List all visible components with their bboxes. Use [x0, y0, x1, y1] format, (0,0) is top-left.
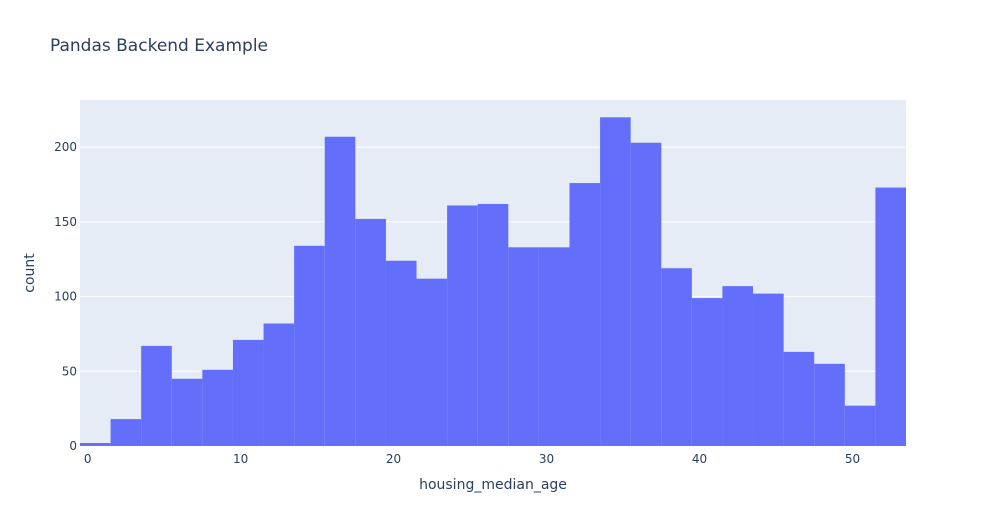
histogram-bar [508, 247, 539, 446]
y-tick-label: 200 [54, 140, 77, 154]
histogram-bar [631, 143, 662, 446]
histogram-bar [692, 298, 723, 446]
histogram-bar [325, 137, 356, 446]
histogram-bar [539, 247, 570, 446]
x-tick-label: 0 [84, 452, 92, 466]
histogram-bar [264, 323, 295, 446]
histogram-bar [202, 370, 233, 446]
histogram-bar [447, 205, 478, 446]
y-tick-label: 50 [62, 364, 77, 378]
x-tick-label: 50 [845, 452, 860, 466]
histogram-bar [111, 419, 142, 446]
x-tick-label: 40 [692, 452, 707, 466]
histogram-bar [569, 183, 600, 446]
histogram-bar [478, 204, 509, 446]
x-axis-title: housing_median_age [419, 477, 567, 493]
y-tick-label: 0 [69, 439, 77, 453]
y-tick-label: 100 [54, 290, 77, 304]
histogram-bar [845, 406, 876, 446]
histogram-bar [355, 219, 386, 446]
x-tick-label: 30 [539, 452, 554, 466]
histogram-bar [753, 294, 784, 446]
x-tick-label: 20 [386, 452, 401, 466]
histogram-bar [80, 443, 111, 446]
x-axis-ticks: 0 10 20 30 40 50 [84, 452, 860, 466]
histogram-bar [722, 286, 753, 446]
histogram-bar [814, 364, 845, 446]
histogram-bar [784, 352, 815, 446]
histogram-bar [172, 379, 203, 446]
histogram-bar [661, 268, 692, 446]
histogram-bar [417, 279, 448, 446]
histogram-bar [141, 346, 172, 446]
histogram-bar [233, 340, 264, 446]
x-tick-label: 10 [233, 452, 248, 466]
histogram-bar [386, 261, 417, 446]
histogram-bar [875, 188, 906, 446]
y-axis-title: count [22, 253, 38, 293]
histogram-bar [600, 117, 631, 446]
chart-title: Pandas Backend Example [50, 36, 268, 56]
y-tick-label: 150 [54, 215, 77, 229]
histogram-bar [294, 246, 325, 446]
y-axis-ticks: 0 50 100 150 200 [54, 140, 77, 453]
